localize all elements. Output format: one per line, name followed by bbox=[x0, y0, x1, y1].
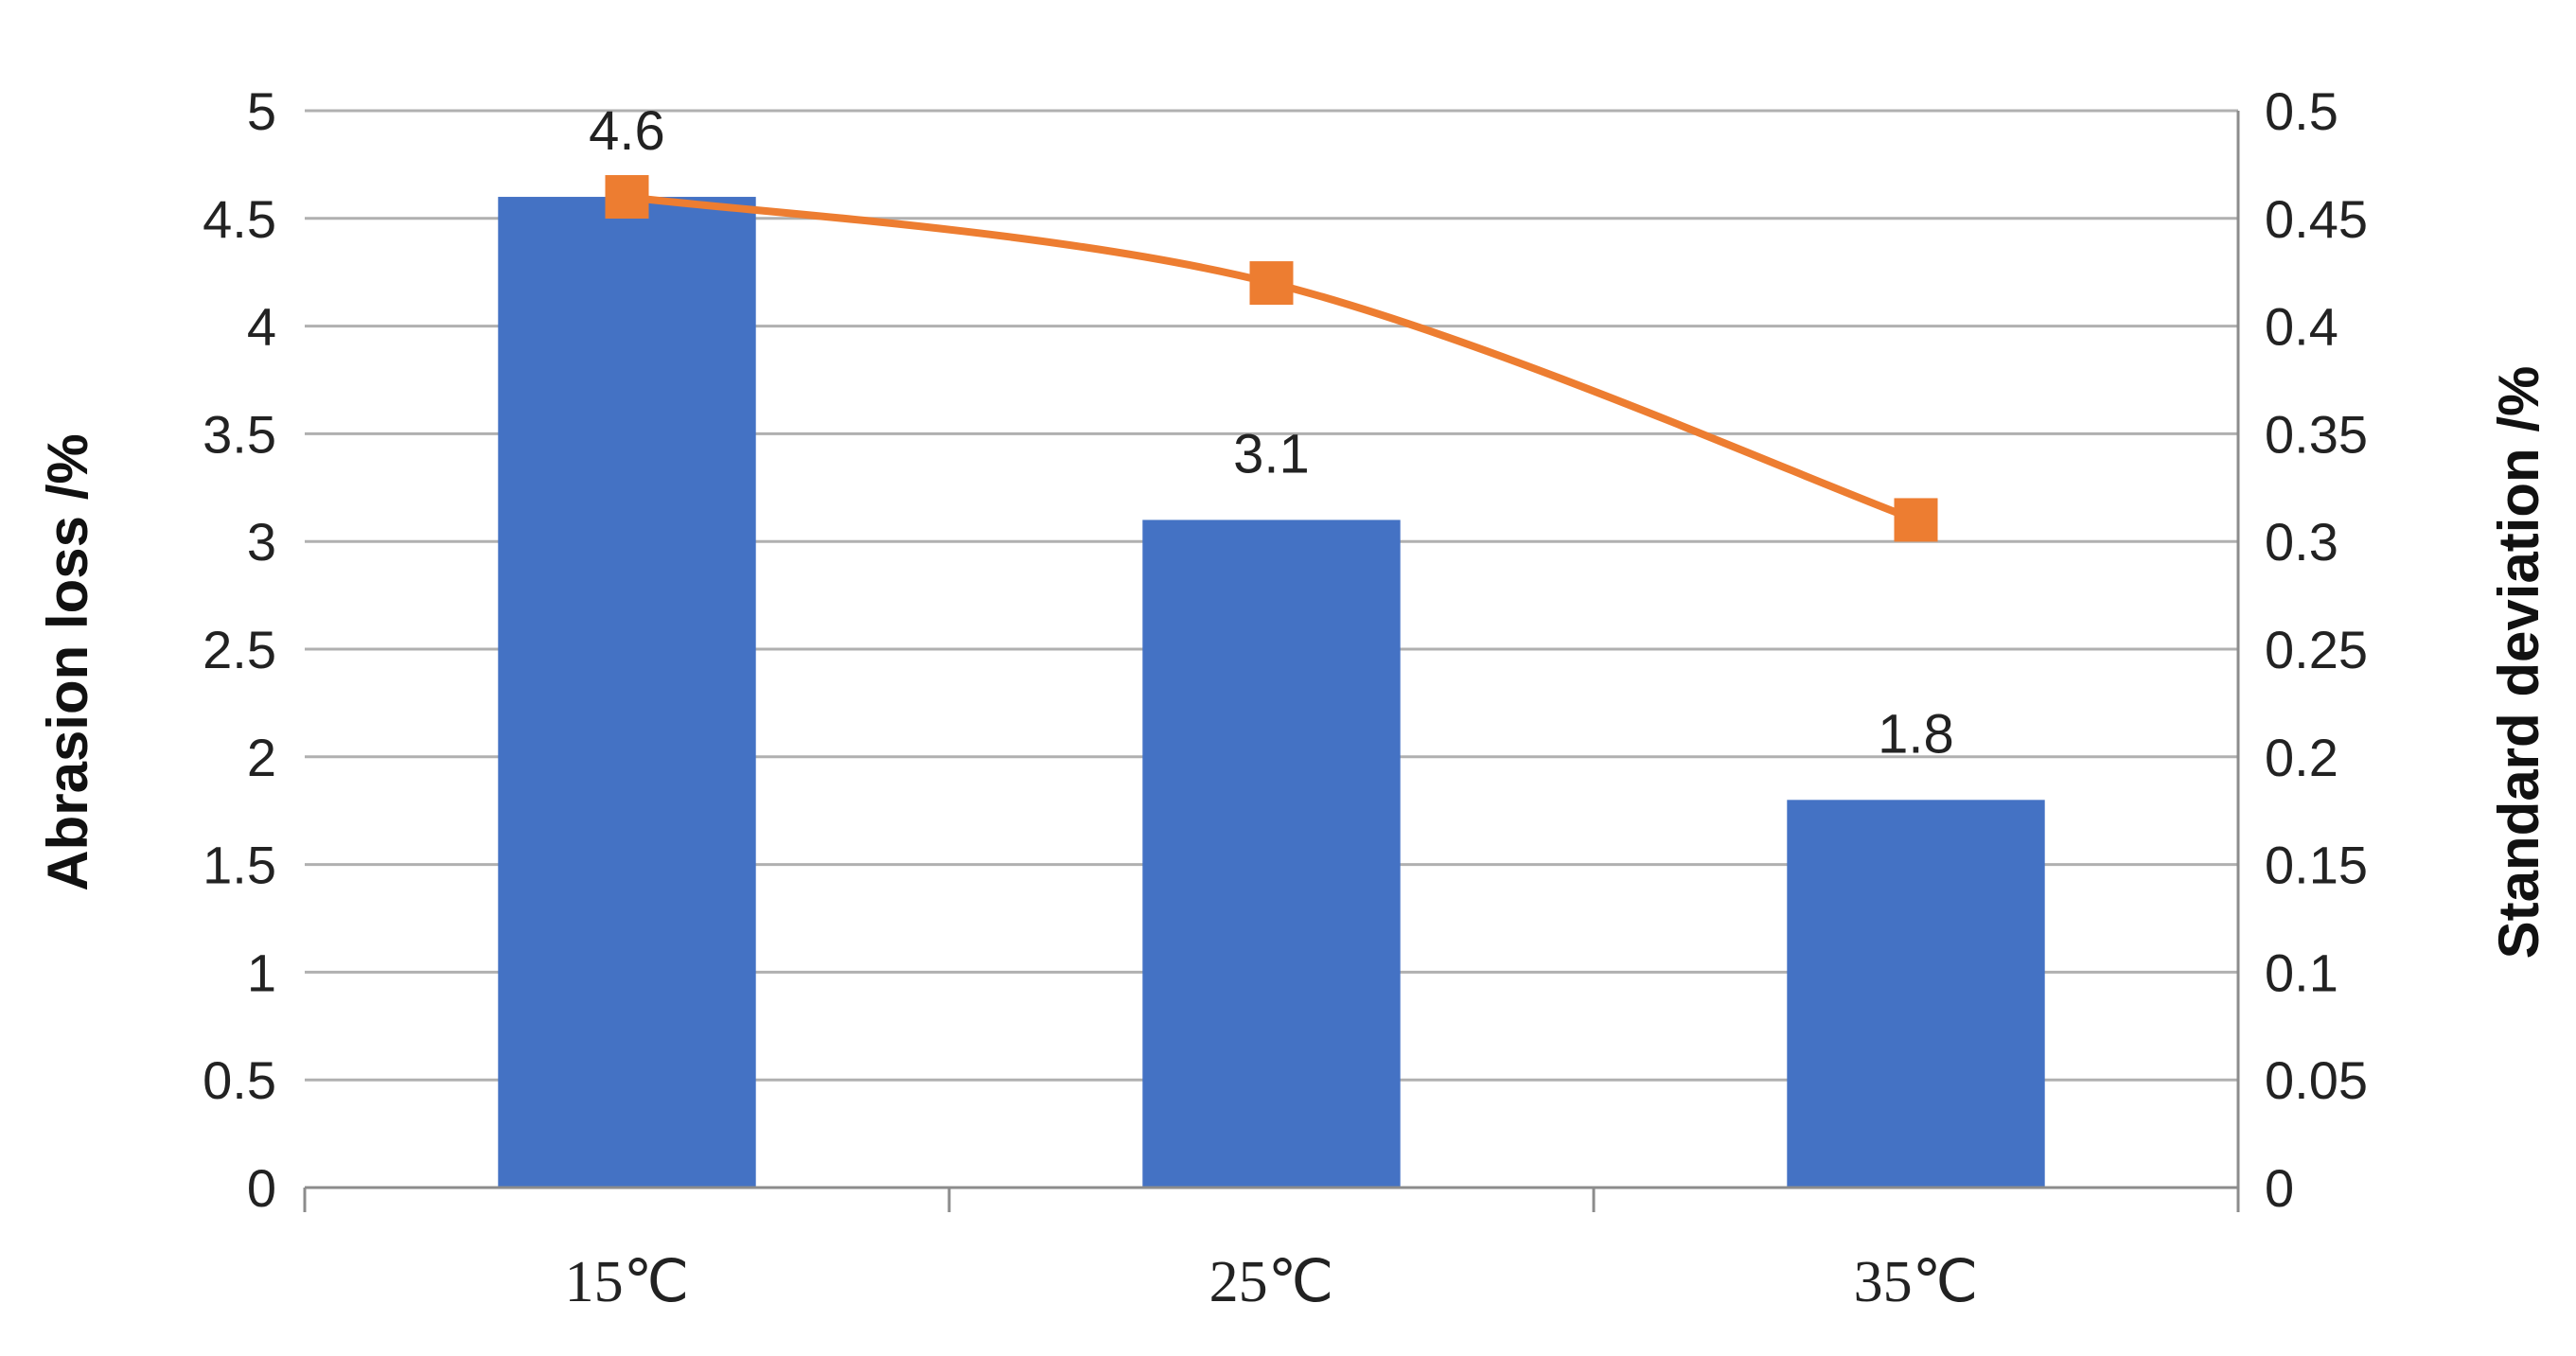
line-marker bbox=[1894, 498, 1938, 542]
right-tick-label: 0.35 bbox=[2265, 404, 2368, 464]
left-tick-label: 4 bbox=[247, 297, 276, 357]
x-tick-label: 25℃ bbox=[1209, 1250, 1334, 1314]
x-tick-label: 15℃ bbox=[565, 1250, 690, 1314]
right-tick-label: 0 bbox=[2265, 1158, 2294, 1218]
bar-series bbox=[498, 197, 2045, 1188]
right-tick-label: 0.2 bbox=[2265, 728, 2338, 787]
left-tick-label: 4.5 bbox=[203, 189, 276, 249]
left-tick-label: 3 bbox=[247, 512, 276, 572]
line-marker bbox=[1249, 261, 1294, 306]
left-axis-title: Abrasion loss /% bbox=[36, 433, 99, 890]
bar-data-label: 4.6 bbox=[589, 100, 665, 162]
left-tick-label: 0.5 bbox=[203, 1050, 276, 1110]
right-tick-label: 0.25 bbox=[2265, 620, 2368, 679]
left-tick-label: 1.5 bbox=[203, 836, 276, 895]
left-tick-label: 3.5 bbox=[203, 404, 276, 464]
right-tick-label: 0.45 bbox=[2265, 189, 2368, 249]
right-tick-label: 0.15 bbox=[2265, 836, 2368, 895]
bar bbox=[498, 197, 756, 1188]
left-tick-label: 2 bbox=[247, 728, 276, 787]
right-tick-label: 0.05 bbox=[2265, 1050, 2368, 1110]
left-tick-label: 5 bbox=[247, 81, 276, 141]
right-tick-label: 0.4 bbox=[2265, 297, 2338, 357]
left-tick-label: 1 bbox=[247, 942, 276, 1002]
axes bbox=[303, 111, 2240, 1212]
right-tick-label: 0.3 bbox=[2265, 512, 2338, 572]
bar bbox=[1787, 800, 2045, 1188]
left-tick-label: 0 bbox=[247, 1158, 276, 1218]
line-series bbox=[605, 175, 1938, 542]
labels: 0 0.5 1 1.5 2 2.5 3 3.5 4 4.5 5 0 0.05 0.1 0.15 0.2 0.25… bbox=[203, 81, 2368, 1314]
bar bbox=[1142, 520, 1401, 1188]
bar-data-label: 1.8 bbox=[1878, 703, 1954, 765]
line-marker bbox=[605, 175, 649, 220]
x-tick-label: 35℃ bbox=[1854, 1250, 1979, 1314]
right-axis-title: Standard deviation /% bbox=[2487, 366, 2550, 960]
right-tick-label: 0.5 bbox=[2265, 81, 2338, 141]
bar-data-label: 3.1 bbox=[1233, 423, 1310, 484]
left-tick-label: 2.5 bbox=[203, 620, 276, 679]
right-tick-label: 0.1 bbox=[2265, 942, 2338, 1002]
